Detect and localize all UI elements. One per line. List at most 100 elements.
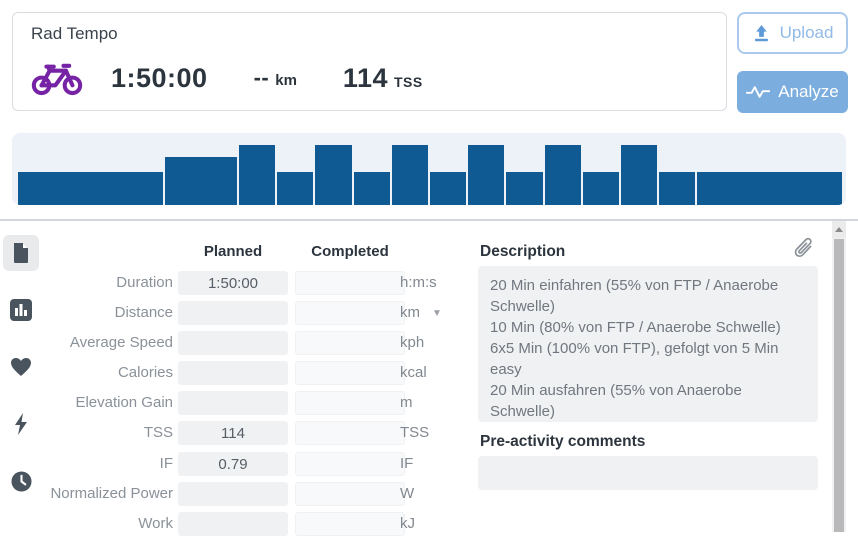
duration-stat: 1:50:00 [111, 63, 208, 94]
chart-bar [582, 172, 619, 205]
workout-profile-chart[interactable] [12, 133, 846, 205]
description-textarea[interactable]: 20 Min einfahren (55% von FTP / Anaerobe… [478, 266, 818, 422]
distance-stat: -- km [254, 65, 297, 91]
workout-stats-row: 1:50:00 -- km 114 TSS [31, 59, 469, 97]
row-unit: kJ [400, 515, 415, 532]
tss-planned-input[interactable] [178, 421, 288, 445]
analyze-label: Analyze [778, 82, 839, 101]
duration-planned-input[interactable] [178, 271, 288, 295]
details-sidebar [2, 235, 40, 520]
scrollbar-up-button[interactable] [832, 221, 846, 238]
pre-activity-comments-input[interactable] [478, 456, 818, 490]
row-label: TSS [143, 424, 173, 441]
row-label: Work [138, 515, 173, 532]
row-normalized-power: Normalized Power W [0, 482, 460, 506]
chart-bar [164, 157, 238, 205]
work-planned-input[interactable] [178, 512, 288, 536]
row-label: Average Speed [69, 334, 173, 351]
row-unit: IF [400, 455, 414, 472]
if-planned-input[interactable] [178, 452, 288, 476]
bar-chart-icon [10, 299, 32, 321]
row-if: IF IF [0, 452, 460, 476]
normalized-power-planned-input[interactable] [178, 482, 288, 506]
sidebar-tab-summary[interactable] [3, 235, 39, 271]
sidebar-tab-time[interactable] [3, 463, 39, 499]
row-label: Calories [117, 364, 173, 381]
pre-activity-comments-label: Pre-activity comments [480, 433, 646, 450]
tss-unit-label: TSS [393, 73, 423, 90]
upload-icon [754, 24, 768, 41]
row-elevation-gain: Elevation Gain m [0, 391, 460, 415]
chart-bar [468, 145, 505, 205]
unit-dropdown-caret-icon[interactable]: ▼ [432, 308, 442, 319]
duration-completed-input[interactable] [295, 271, 405, 295]
panel-divider [0, 219, 858, 221]
sidebar-tab-charts[interactable] [3, 292, 39, 328]
chart-bar [391, 145, 429, 205]
row-tss: TSS TSS [0, 421, 460, 445]
upload-label: Upload [779, 23, 834, 42]
row-unit: TSS [400, 424, 430, 441]
unit-text: km [400, 304, 420, 321]
description-label: Description [480, 243, 566, 260]
chart-bar [277, 172, 314, 205]
details-panel: Planned Completed Duration h:m:s Distanc… [0, 221, 858, 536]
row-duration: Duration h:m:s [0, 271, 460, 295]
row-unit: h:m:s [400, 274, 437, 291]
tss-completed-input[interactable] [295, 421, 405, 445]
if-completed-input[interactable] [295, 452, 405, 476]
distance-completed-input[interactable] [295, 301, 405, 325]
chart-bar [239, 145, 276, 205]
row-work: Work kJ [0, 512, 460, 536]
normalized-power-completed-input[interactable] [295, 482, 405, 506]
chart-bar [659, 172, 696, 205]
row-calories: Calories kcal [0, 361, 460, 385]
row-unit: m [400, 394, 413, 411]
analyze-button[interactable]: Analyze [737, 71, 848, 113]
calories-completed-input[interactable] [295, 361, 405, 385]
row-average-speed: Average Speed kph [0, 331, 460, 355]
chart-bar [315, 145, 352, 205]
vertical-scrollbar[interactable] [832, 221, 846, 532]
distance-value: -- [253, 65, 270, 90]
workout-title[interactable]: Rad Tempo [31, 24, 118, 43]
chart-bar [18, 172, 163, 205]
row-label: Distance [114, 304, 173, 321]
row-label: Duration [116, 274, 173, 291]
pulse-icon [746, 86, 771, 98]
clock-icon [10, 470, 32, 492]
chart-bar [506, 172, 543, 205]
heart-icon [11, 358, 31, 376]
chart-bar [697, 172, 843, 205]
scrollbar-thumb[interactable] [834, 239, 844, 532]
row-unit: km ▼ [400, 301, 442, 326]
planned-column-header: Planned [203, 243, 263, 260]
paperclip-icon[interactable] [794, 237, 814, 259]
chart-bar [544, 145, 581, 205]
workout-summary-card: Rad Tempo 1:50:00 -- km 114 TSS [12, 12, 727, 111]
distance-unit: km [275, 72, 297, 89]
up-arrow-icon [835, 227, 843, 232]
tss-value: 114 [342, 62, 388, 93]
average-speed-planned-input[interactable] [178, 331, 288, 355]
elevation-gain-planned-input[interactable] [178, 391, 288, 415]
row-label: Elevation Gain [75, 394, 173, 411]
row-label: Normalized Power [50, 485, 173, 502]
bike-icon [31, 63, 83, 96]
row-distance: Distance km ▼ [0, 301, 460, 325]
chart-bar [353, 172, 390, 205]
tss-stat: 114 TSS [343, 63, 423, 94]
sidebar-tab-heartrate[interactable] [3, 349, 39, 385]
calories-planned-input[interactable] [178, 361, 288, 385]
duration-value: 1:50:00 [111, 62, 208, 93]
row-unit: kph [400, 334, 425, 351]
work-completed-input[interactable] [295, 512, 405, 536]
sidebar-tab-power[interactable] [3, 406, 39, 442]
average-speed-completed-input[interactable] [295, 331, 405, 355]
lightning-icon [15, 413, 27, 435]
row-unit: W [400, 485, 415, 502]
chart-bar [620, 145, 658, 205]
upload-button[interactable]: Upload [737, 12, 848, 54]
elevation-gain-completed-input[interactable] [295, 391, 405, 415]
distance-planned-input[interactable] [178, 301, 288, 325]
